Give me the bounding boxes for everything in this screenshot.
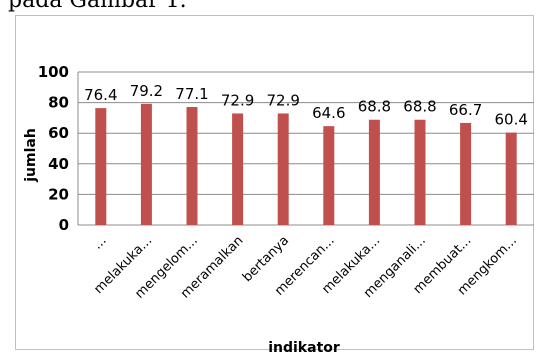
y-tick-labels: 0 20 40 60 80 100	[38, 63, 69, 234]
y-tick-label: 80	[48, 94, 69, 112]
bar	[232, 113, 244, 225]
data-label: 76.4	[84, 86, 117, 104]
gridlines	[77, 71, 534, 226]
y-tick-label: 100	[38, 63, 69, 81]
y-axis-title: jumlah	[23, 128, 39, 183]
bar	[186, 107, 198, 225]
y-tick-label: 40	[48, 155, 69, 173]
bar	[460, 122, 472, 225]
data-labels: 76.4 79.2 77.1 72.9 72.9 64.6 68.8 68.8 66.7 60.4	[84, 82, 528, 129]
bar	[414, 119, 426, 225]
bar	[323, 126, 335, 225]
category-label: ...	[90, 233, 109, 252]
y-tick-label: 20	[48, 185, 69, 203]
data-label: 72.9	[221, 91, 254, 109]
data-label: 66.7	[449, 101, 482, 119]
bars	[95, 103, 517, 225]
data-label: 68.8	[403, 98, 436, 116]
data-label: 60.4	[494, 111, 527, 129]
data-label: 72.9	[266, 91, 299, 109]
data-label: 64.6	[312, 104, 345, 122]
bar	[505, 132, 517, 225]
bar	[140, 103, 152, 225]
data-label: 77.1	[175, 85, 208, 103]
y-tick-label: 0	[59, 216, 69, 234]
data-label: 68.8	[358, 98, 391, 116]
y-tick-label: 60	[48, 124, 69, 142]
data-label: 79.2	[130, 82, 163, 100]
bar	[95, 108, 107, 225]
x-axis-title: indikator	[268, 340, 340, 356]
bar	[277, 113, 289, 225]
category-labels: ...melakuka...mengelom...meramalkanberta…	[90, 233, 520, 301]
caption-fragment: pada Gambar 1.	[8, 0, 187, 13]
bar	[368, 119, 380, 225]
